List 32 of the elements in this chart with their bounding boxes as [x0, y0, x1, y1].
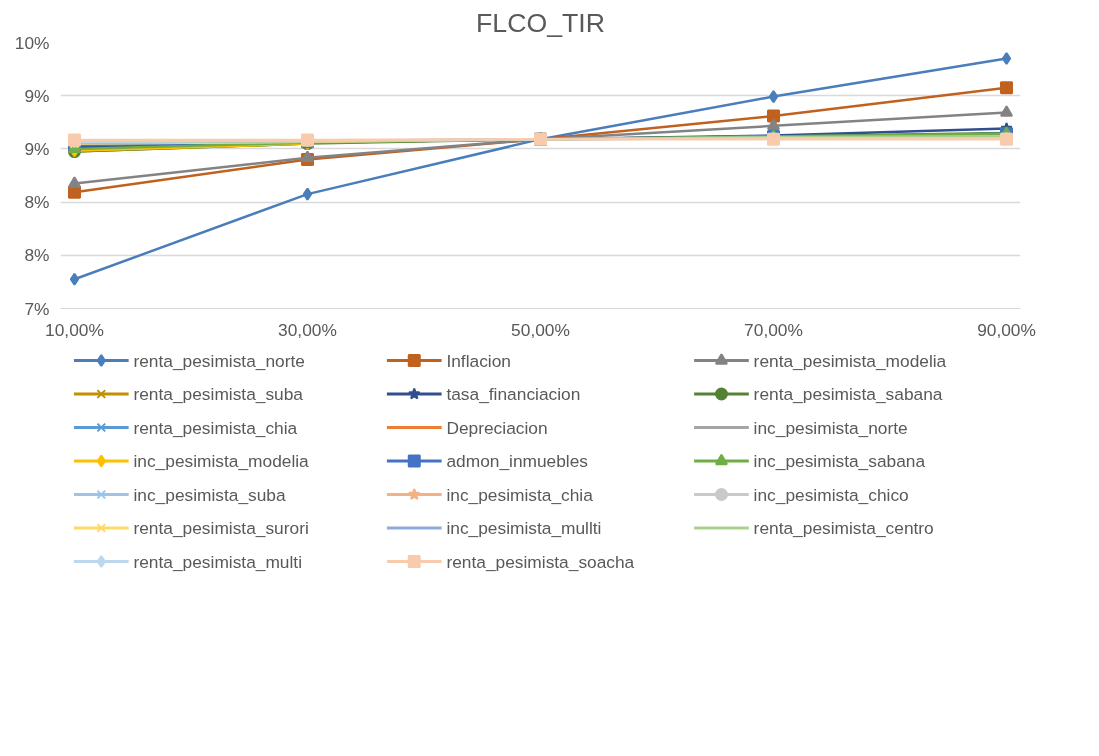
- legend-label: inc_pesimista_mullti: [446, 518, 602, 538]
- y-tick-label: 9%: [24, 138, 50, 159]
- legend-label: inc_pesimista_modelia: [133, 451, 310, 471]
- legend-label: renta_pesimista_centro: [753, 518, 934, 538]
- legend-label: renta_pesimista_surori: [133, 518, 309, 538]
- legend-label: inc_pesimista_chico: [753, 484, 909, 505]
- legend-label: inc_pesimista_suba: [133, 484, 287, 505]
- x-tick-label: 30,00%: [278, 319, 337, 340]
- legend-label: renta_pesimista_chia: [133, 417, 298, 438]
- x-tick-label: 90,00%: [977, 319, 1036, 340]
- x-tick-label: 70,00%: [744, 319, 803, 340]
- legend-label: inc_pesimista_sabana: [753, 451, 926, 471]
- legend-label: tasa_financiacion: [446, 384, 581, 404]
- legend-label: Inflacion: [446, 350, 511, 371]
- legend-label: Depreciacion: [446, 417, 548, 438]
- legend-label: admon_inmuebles: [446, 451, 589, 471]
- legend-label: renta_pesimista_multi: [133, 551, 303, 572]
- legend-label: renta_pesimista_suba: [133, 384, 304, 404]
- legend-label: renta_pesimista_modelia: [753, 350, 947, 371]
- legend-label: inc_pesimista_norte: [753, 417, 908, 438]
- x-tick-label: 10,00%: [45, 319, 104, 340]
- y-tick-label: 10%: [14, 32, 50, 53]
- y-tick-label: 9%: [24, 85, 50, 106]
- y-tick-label: 8%: [24, 245, 50, 266]
- legend-label: inc_pesimista_chia: [446, 484, 594, 505]
- y-tick-label: 8%: [24, 192, 50, 213]
- legend-label: renta_pesimista_sabana: [753, 384, 943, 404]
- chart-title: FLCO_TIR: [476, 7, 605, 38]
- y-tick-label: 7%: [24, 298, 50, 319]
- x-tick-label: 50,00%: [511, 319, 570, 340]
- legend-label: renta_pesimista_soacha: [446, 551, 635, 572]
- legend-label: renta_pesimista_norte: [133, 350, 305, 371]
